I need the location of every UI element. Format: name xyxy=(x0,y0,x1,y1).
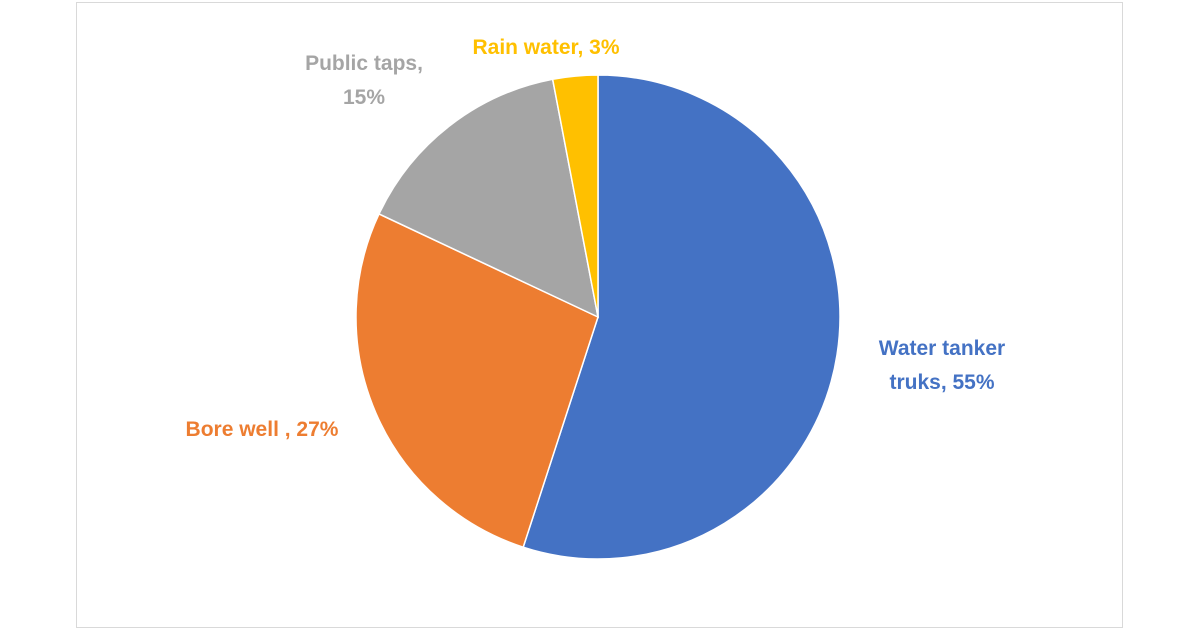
slice-label-2: Public taps, 15% xyxy=(305,52,423,109)
pie-slice-3 xyxy=(551,74,599,318)
pie-slice-0 xyxy=(522,74,841,560)
slice-label-1: Bore well , 27% xyxy=(186,418,339,441)
slice-label-line: Public taps, xyxy=(305,52,423,75)
slice-label-0: Water tanker truks, 55% xyxy=(879,337,1005,394)
slice-label-line: Rain water, 3% xyxy=(472,36,619,59)
slice-label-line: Water tanker xyxy=(879,337,1005,360)
pie-slice-1 xyxy=(355,212,599,549)
slice-label-3: Rain water, 3% xyxy=(472,36,619,59)
slice-label-line: Bore well , 27% xyxy=(186,418,339,441)
slice-label-line: 15% xyxy=(343,86,385,109)
slice-label-line: truks, 55% xyxy=(889,371,994,394)
pie-slice-2 xyxy=(378,78,600,319)
